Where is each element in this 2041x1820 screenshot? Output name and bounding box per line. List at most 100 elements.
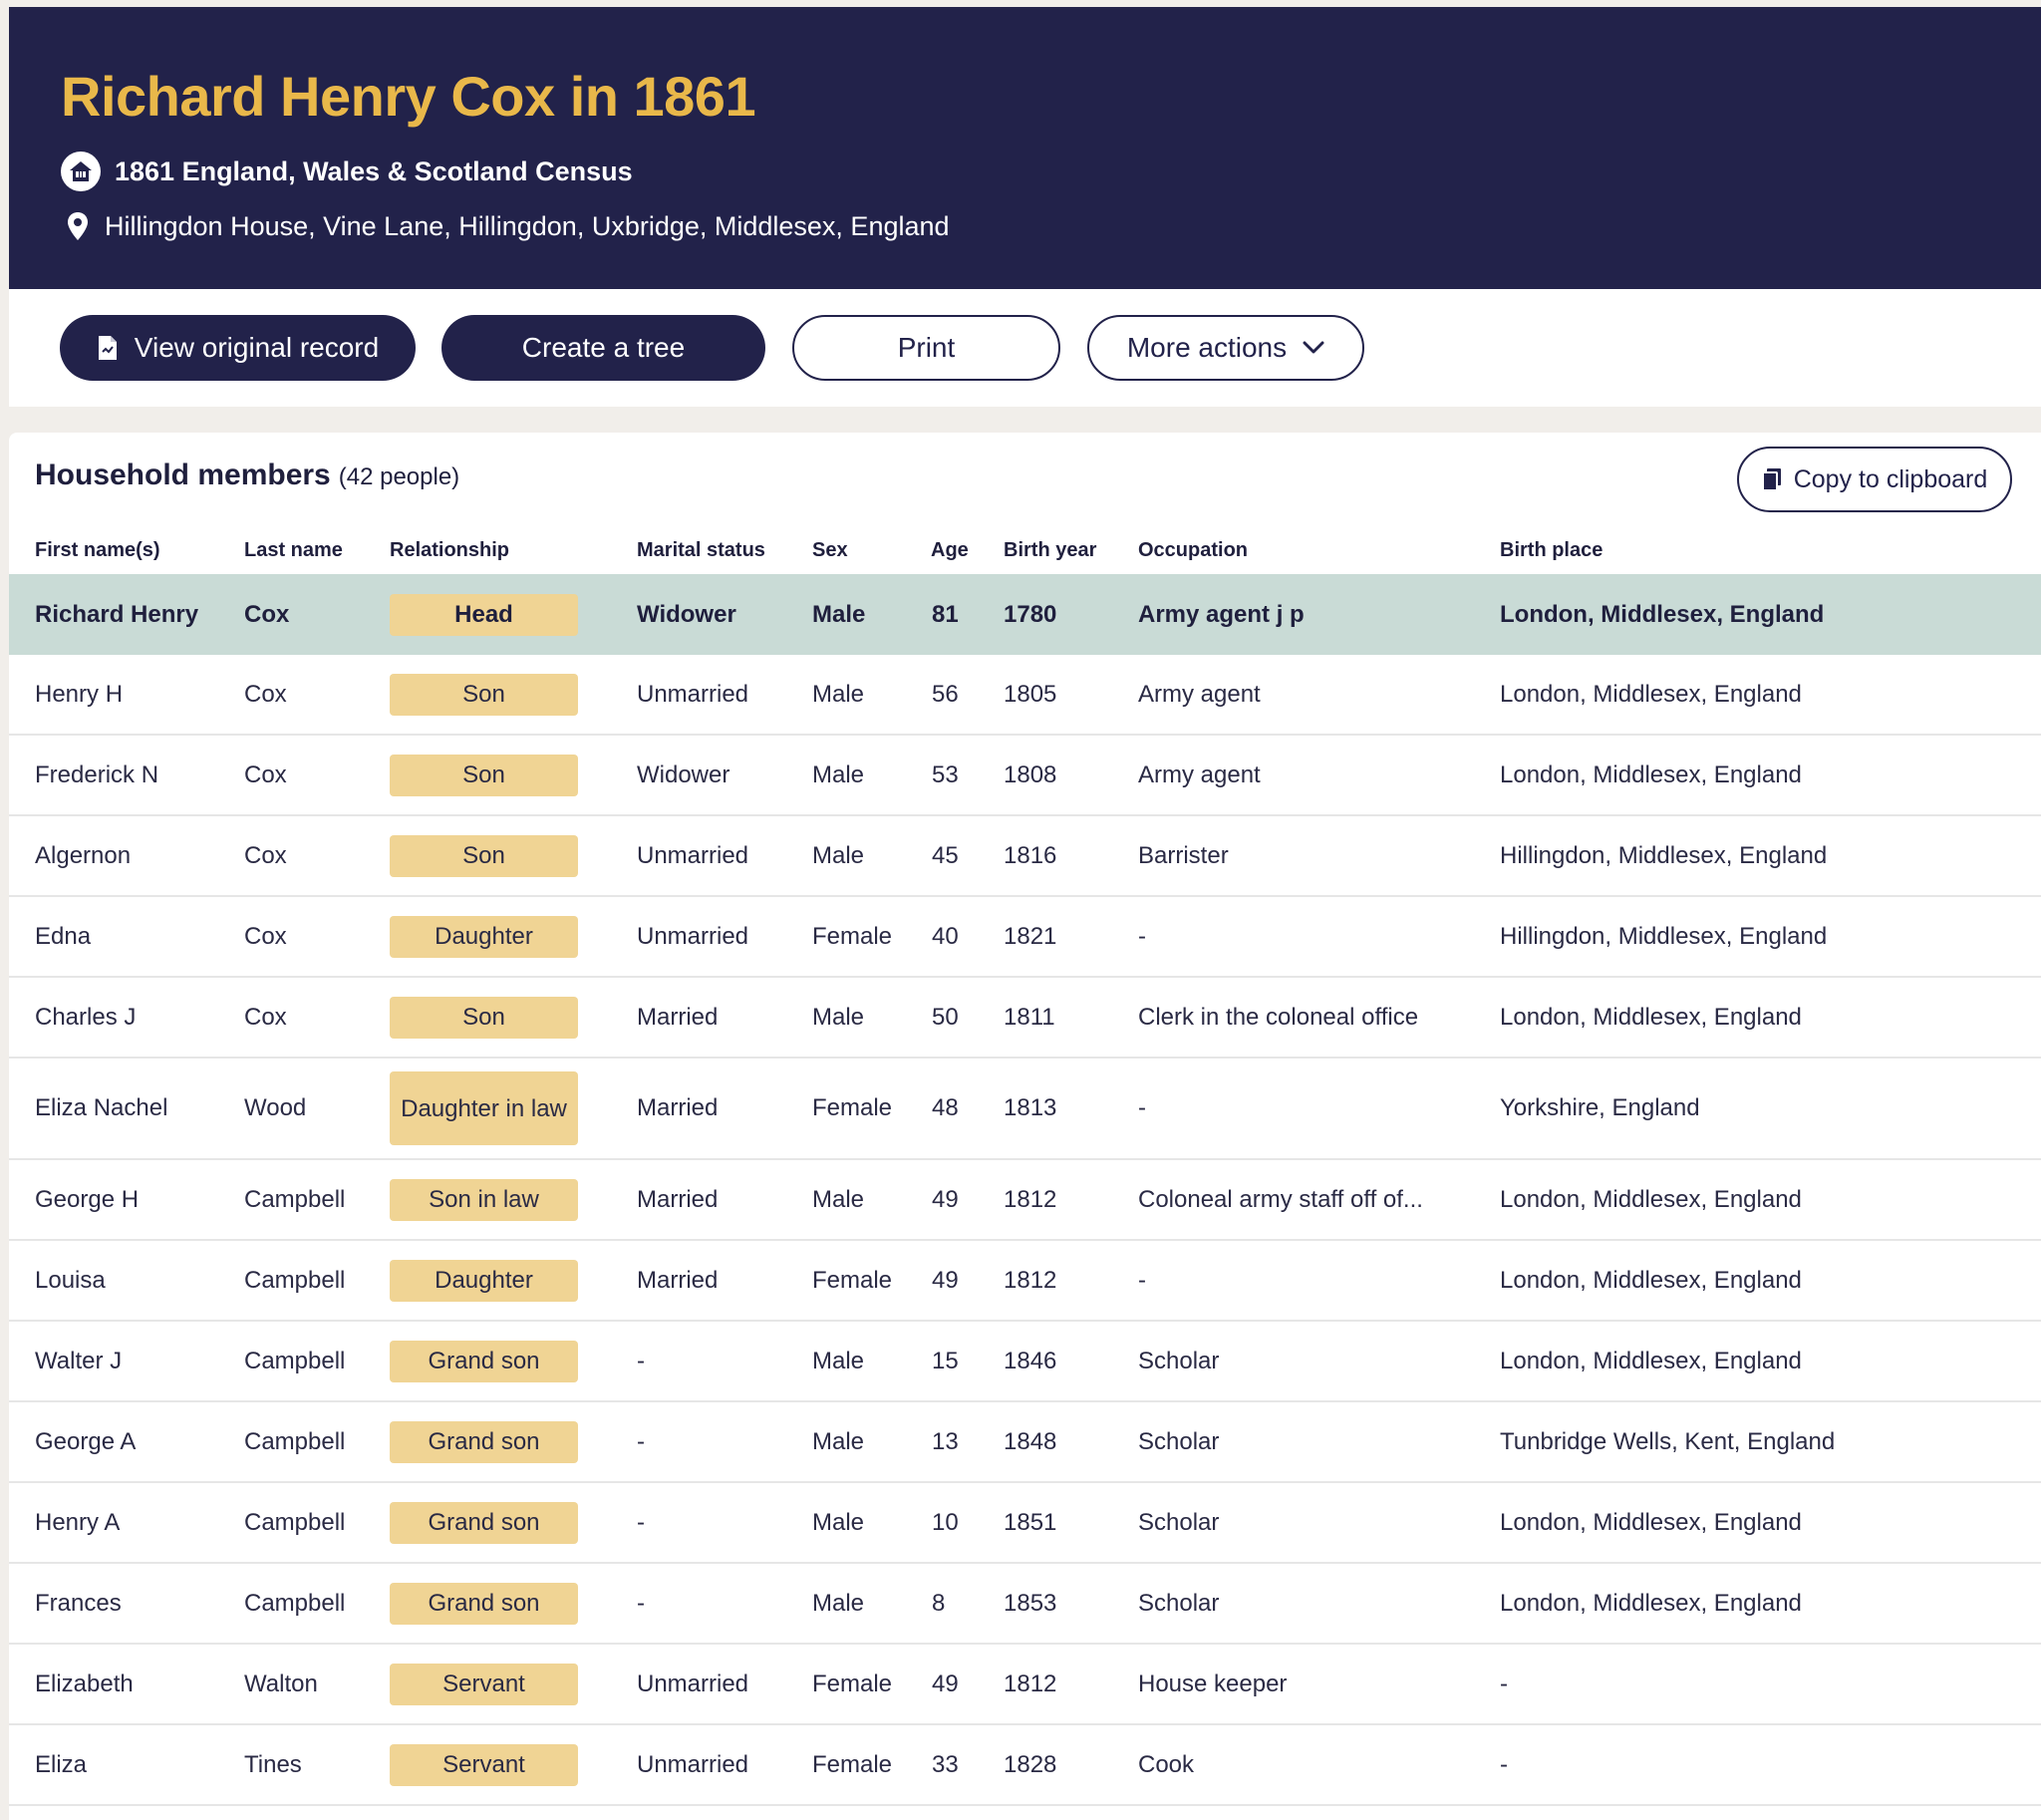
cell-first-name: Frederick N	[35, 760, 159, 788]
cell-birth-year: 1780	[1004, 600, 1057, 628]
more-actions-label: More actions	[1126, 332, 1288, 363]
cell-age: 33	[932, 1750, 959, 1778]
cell-relationship: Son	[390, 816, 578, 895]
cell-occupation: -	[1138, 1266, 1146, 1294]
cell-age: 81	[932, 600, 959, 628]
print-label: Print	[897, 332, 956, 363]
cell-relationship: Son	[390, 655, 578, 734]
cell-sex: Male	[812, 1508, 865, 1536]
cell-first-name: George A	[35, 1427, 137, 1455]
cell-occupation: Army agent	[1138, 680, 1261, 708]
cell-birth-year: 1808	[1004, 760, 1057, 788]
cell-marital-status: Widower	[637, 760, 730, 788]
cell-first-name: Charles J	[35, 1003, 137, 1031]
cell-birth-year: 1851	[1004, 1508, 1057, 1536]
cell-birth-place: London, Middlesex, England	[1500, 1508, 1802, 1536]
table-row: Louisa Campbell Daughter Married Female 49 181…	[9, 1241, 2041, 1322]
column-header-first-name[interactable]: First name(s)	[35, 539, 160, 561]
cell-relationship: Son in law	[390, 1160, 578, 1239]
cell-marital-status: -	[637, 1589, 645, 1617]
column-header-age[interactable]: Age	[931, 539, 969, 561]
household-count: (42 people)	[338, 463, 460, 490]
address: Hillingdon House, Vine Lane, Hillingdon,…	[105, 210, 950, 241]
cell-first-name: Walter J	[35, 1347, 123, 1374]
table-row: Edna Cox Daughter Unmarried Female 40 1821 - Hil…	[9, 897, 2041, 978]
column-header-birth-place[interactable]: Birth place	[1500, 539, 1604, 561]
cell-birth-place: London, Middlesex, England	[1500, 1003, 1802, 1031]
cell-relationship: Servant	[390, 1645, 578, 1723]
cell-last-name: Cox	[244, 922, 287, 950]
cell-last-name: Campbell	[244, 1427, 346, 1455]
cell-sex: Male	[812, 841, 865, 869]
cell-occupation: Barrister	[1138, 841, 1229, 869]
cell-marital-status: Married	[637, 1266, 719, 1294]
copy-to-clipboard-button[interactable]: Copy to clipboard	[1737, 447, 2012, 512]
cell-occupation: -	[1138, 1094, 1146, 1121]
census-line: 1861 England, Wales & Scotland Census	[61, 151, 2041, 192]
copy-to-clipboard-label: Copy to clipboard	[1793, 464, 1988, 493]
table-row: George A Campbell Grand son - Male 13 1848 Scho…	[9, 1402, 2041, 1483]
cell-age: 40	[932, 922, 959, 950]
household-title: Household members	[35, 458, 331, 491]
column-header-occupation[interactable]: Occupation	[1138, 539, 1249, 561]
cell-birth-place: Yorkshire, England	[1500, 1094, 1700, 1121]
column-header-last-name[interactable]: Last name	[244, 539, 343, 561]
column-header-sex[interactable]: Sex	[812, 539, 848, 561]
cell-birth-year: 1813	[1004, 1094, 1057, 1121]
cell-birth-place: -	[1500, 1669, 1508, 1697]
cell-marital-status: Unmarried	[637, 1750, 749, 1778]
action-bar: View original record Create a tree Print…	[9, 289, 2041, 407]
cell-marital-status: -	[637, 1347, 645, 1374]
cell-birth-place: London, Middlesex, England	[1500, 1347, 1802, 1374]
cell-age: 10	[932, 1508, 959, 1536]
household-table-body: Richard Henry Cox Head Widower Male 81 1780 Arm…	[9, 574, 2041, 1806]
cell-marital-status: Married	[637, 1185, 719, 1213]
relationship-badge: Son	[390, 754, 578, 796]
cell-age: 8	[932, 1589, 946, 1617]
relationship-badge: Grand son	[390, 1420, 578, 1463]
cell-first-name: Elizabeth	[35, 1669, 134, 1697]
view-original-record-button[interactable]: View original record	[60, 315, 416, 381]
cell-birth-year: 1821	[1004, 922, 1057, 950]
cell-occupation: Army agent j p	[1138, 600, 1305, 628]
cell-birth-place: London, Middlesex, England	[1500, 600, 1825, 628]
cell-occupation: Scholar	[1138, 1347, 1220, 1374]
table-row: Henry A Campbell Grand son - Male 10 1851 Schol…	[9, 1483, 2041, 1564]
cell-sex: Female	[812, 1094, 893, 1121]
cell-birth-year: 1828	[1004, 1750, 1057, 1778]
print-button[interactable]: Print	[792, 315, 1060, 381]
cell-last-name: Cox	[244, 600, 290, 628]
create-tree-button[interactable]: Create a tree	[441, 315, 765, 381]
cell-birth-place: Hillingdon, Middlesex, England	[1500, 841, 1828, 869]
cell-first-name: Eliza Nachel	[35, 1094, 168, 1121]
cell-marital-status: Unmarried	[637, 841, 749, 869]
cell-marital-status: -	[637, 1427, 645, 1455]
table-row: Walter J Campbell Grand son - Male 15 1846 Scho…	[9, 1322, 2041, 1402]
cell-age: 49	[932, 1266, 959, 1294]
cell-first-name: Louisa	[35, 1266, 106, 1294]
cell-sex: Female	[812, 1266, 893, 1294]
relationship-badge: Daughter	[390, 1259, 578, 1302]
cell-last-name: Cox	[244, 1003, 287, 1031]
cell-marital-status: Unmarried	[637, 922, 749, 950]
cell-birth-year: 1848	[1004, 1427, 1057, 1455]
cell-occupation: Cook	[1138, 1750, 1195, 1778]
cell-first-name: Edna	[35, 922, 92, 950]
cell-relationship: Son	[390, 736, 578, 814]
cell-first-name: George H	[35, 1185, 140, 1213]
more-actions-button[interactable]: More actions	[1087, 315, 1364, 381]
table-row: Henry H Cox Son Unmarried Male 56 1805 Army age…	[9, 655, 2041, 736]
relationship-badge: Grand son	[390, 1582, 578, 1625]
column-header-marital-status[interactable]: Marital status	[637, 539, 765, 561]
column-header-relationship[interactable]: Relationship	[390, 539, 510, 561]
cell-first-name: Henry H	[35, 680, 124, 708]
cell-birth-place: -	[1500, 1750, 1508, 1778]
cell-first-name: Eliza	[35, 1750, 88, 1778]
cell-birth-year: 1811	[1004, 1003, 1055, 1031]
address-line: Hillingdon House, Vine Lane, Hillingdon,…	[61, 206, 2041, 246]
column-header-birth-year[interactable]: Birth year	[1004, 539, 1097, 561]
relationship-badge: Son	[390, 673, 578, 716]
cell-relationship: Daughter	[390, 897, 578, 976]
cell-marital-status: Unmarried	[637, 680, 749, 708]
cell-last-name: Cox	[244, 841, 287, 869]
